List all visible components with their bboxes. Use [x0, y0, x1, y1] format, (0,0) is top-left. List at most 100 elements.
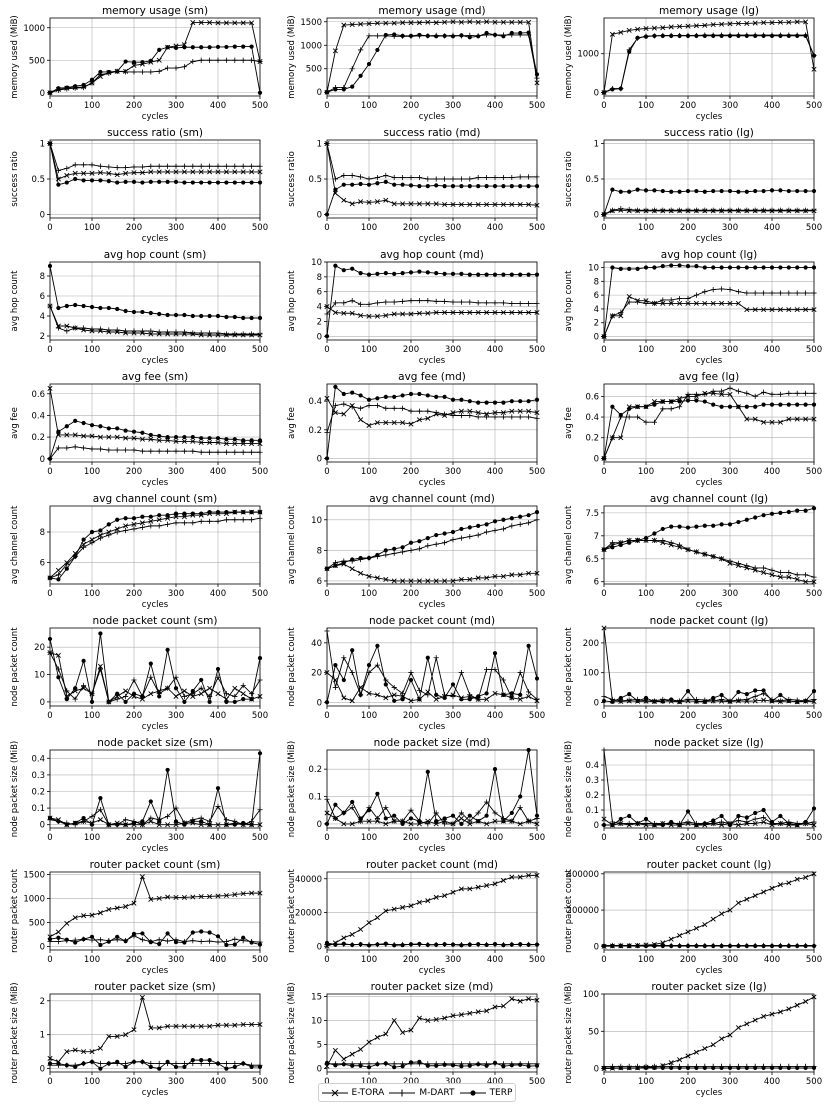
y-tick-label: 0.2	[585, 791, 599, 801]
data-point-etora	[517, 202, 523, 208]
data-point-terp	[627, 691, 632, 697]
data-point-terp	[241, 315, 246, 321]
data-point-mdart	[509, 818, 515, 824]
data-point-etora	[450, 889, 456, 895]
data-point-terp	[492, 1060, 498, 1065]
data-point-terp	[442, 394, 447, 399]
x-axis-label: cycles	[419, 722, 446, 732]
data-point-etora	[702, 922, 708, 928]
data-point-terp	[64, 424, 69, 429]
data-point-terp	[610, 699, 615, 704]
data-point-terp	[140, 819, 145, 824]
data-point-etora	[651, 25, 657, 31]
data-point-etora	[215, 1022, 221, 1028]
y-tick-label: 8	[317, 546, 322, 556]
data-point-mdart	[803, 290, 809, 296]
data-point-mdart	[341, 172, 347, 179]
data-point-mdart	[207, 163, 213, 169]
data-point-terp	[501, 943, 506, 948]
data-point-terp	[392, 813, 397, 818]
data-point-etora	[400, 20, 406, 26]
data-point-terp	[207, 45, 212, 50]
data-point-terp	[467, 697, 472, 702]
data-point-etora	[349, 931, 355, 937]
chart-title: success ratio (lg)	[664, 127, 754, 139]
data-point-etora	[744, 20, 750, 26]
data-point-etora	[467, 202, 473, 208]
data-point-etora	[400, 904, 406, 910]
data-point-mdart	[156, 68, 162, 74]
data-point-mdart	[341, 655, 347, 661]
data-point-terp	[123, 822, 128, 827]
data-point-etora	[484, 1008, 490, 1014]
x-tick-label: 400	[764, 101, 780, 111]
data-point-terp	[375, 1062, 380, 1067]
data-point-terp	[207, 510, 212, 515]
data-point-terp	[400, 33, 405, 38]
legend: E-TORA M-DART TERP	[318, 1083, 516, 1102]
data-point-etora	[425, 1017, 431, 1023]
data-point-terp	[509, 30, 514, 36]
data-point-mdart	[744, 696, 750, 703]
data-point-mdart	[735, 289, 741, 295]
data-point-terp	[190, 1058, 195, 1063]
data-point-etora	[198, 1023, 204, 1029]
x-tick-label: 0	[47, 467, 52, 477]
y-tick-label: 0.4	[585, 413, 599, 423]
data-point-mdart	[240, 163, 246, 169]
data-point-mdart	[492, 414, 498, 420]
data-point-mdart	[198, 685, 204, 691]
data-point-terp	[509, 516, 514, 521]
data-point-mdart	[106, 164, 112, 170]
data-point-terp	[232, 822, 237, 827]
data-point-mdart	[677, 207, 683, 213]
data-point-mdart	[374, 662, 380, 668]
data-point-etora	[517, 572, 523, 578]
data-point-mdart	[484, 300, 490, 306]
x-tick-label: 100	[638, 223, 654, 233]
data-point-terp	[744, 815, 749, 820]
data-point-terp	[685, 264, 691, 269]
data-point-etora	[685, 1053, 691, 1059]
data-point-terp	[199, 511, 204, 516]
data-point-mdart	[509, 523, 515, 529]
data-point-etora	[97, 817, 103, 823]
data-point-mdart	[685, 207, 691, 213]
data-point-mdart	[702, 551, 708, 557]
data-point-mdart	[223, 517, 229, 523]
data-point-terp	[795, 699, 800, 704]
data-point-mdart	[442, 298, 448, 304]
data-point-terp	[81, 178, 86, 183]
data-point-mdart	[207, 938, 213, 944]
data-point-terp	[157, 694, 162, 699]
data-point-terp	[727, 699, 733, 704]
data-point-terp	[81, 82, 86, 88]
x-axis-label: cycles	[142, 722, 169, 732]
data-point-terp	[795, 943, 800, 949]
x-tick-label: 0	[601, 711, 606, 721]
y-tick-label: 0.6	[31, 390, 45, 400]
data-point-etora	[366, 818, 372, 824]
data-point-etora	[526, 309, 532, 316]
data-point-terp	[727, 822, 733, 828]
data-point-etora	[458, 19, 464, 25]
data-point-etora	[727, 391, 733, 397]
data-point-etora	[416, 310, 422, 316]
x-tick-label: 200	[403, 101, 419, 111]
x-axis-label: cycles	[142, 844, 169, 854]
data-point-terp	[182, 434, 187, 440]
data-point-terp	[73, 940, 78, 945]
data-point-etora	[148, 518, 154, 524]
data-point-terp	[89, 77, 95, 82]
data-point-etora	[156, 169, 162, 175]
data-point-etora	[89, 1049, 95, 1055]
data-point-terp	[610, 404, 615, 409]
x-tick-label: 200	[126, 955, 142, 965]
data-point-etora	[173, 822, 179, 828]
data-point-terp	[215, 436, 221, 441]
data-point-terp	[341, 268, 346, 273]
x-tick-label: 200	[126, 467, 142, 477]
data-point-terp	[190, 180, 195, 185]
data-point-terp	[660, 188, 665, 194]
